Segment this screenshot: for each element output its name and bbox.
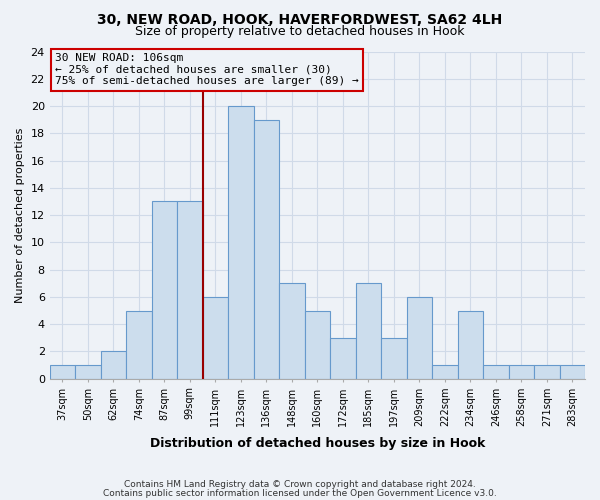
Bar	[203, 297, 228, 379]
Bar	[305, 310, 330, 379]
Bar	[228, 106, 254, 379]
Text: Contains HM Land Registry data © Crown copyright and database right 2024.: Contains HM Land Registry data © Crown c…	[124, 480, 476, 489]
Text: Contains public sector information licensed under the Open Government Licence v3: Contains public sector information licen…	[103, 488, 497, 498]
Bar	[75, 365, 101, 379]
Bar	[152, 202, 177, 379]
Bar	[483, 365, 509, 379]
Bar	[458, 310, 483, 379]
Bar	[126, 310, 152, 379]
Bar	[407, 297, 432, 379]
Bar	[50, 365, 75, 379]
Bar	[509, 365, 534, 379]
Bar	[432, 365, 458, 379]
Bar	[381, 338, 407, 379]
Text: 30, NEW ROAD, HOOK, HAVERFORDWEST, SA62 4LH: 30, NEW ROAD, HOOK, HAVERFORDWEST, SA62 …	[97, 12, 503, 26]
Text: Size of property relative to detached houses in Hook: Size of property relative to detached ho…	[135, 25, 465, 38]
Y-axis label: Number of detached properties: Number of detached properties	[15, 128, 25, 303]
Bar	[356, 284, 381, 379]
Bar	[279, 284, 305, 379]
Bar	[101, 352, 126, 379]
Bar	[560, 365, 585, 379]
Bar	[534, 365, 560, 379]
Bar	[177, 202, 203, 379]
Text: 30 NEW ROAD: 106sqm
← 25% of detached houses are smaller (30)
75% of semi-detach: 30 NEW ROAD: 106sqm ← 25% of detached ho…	[55, 53, 359, 86]
Bar	[330, 338, 356, 379]
Bar	[254, 120, 279, 379]
X-axis label: Distribution of detached houses by size in Hook: Distribution of detached houses by size …	[149, 437, 485, 450]
